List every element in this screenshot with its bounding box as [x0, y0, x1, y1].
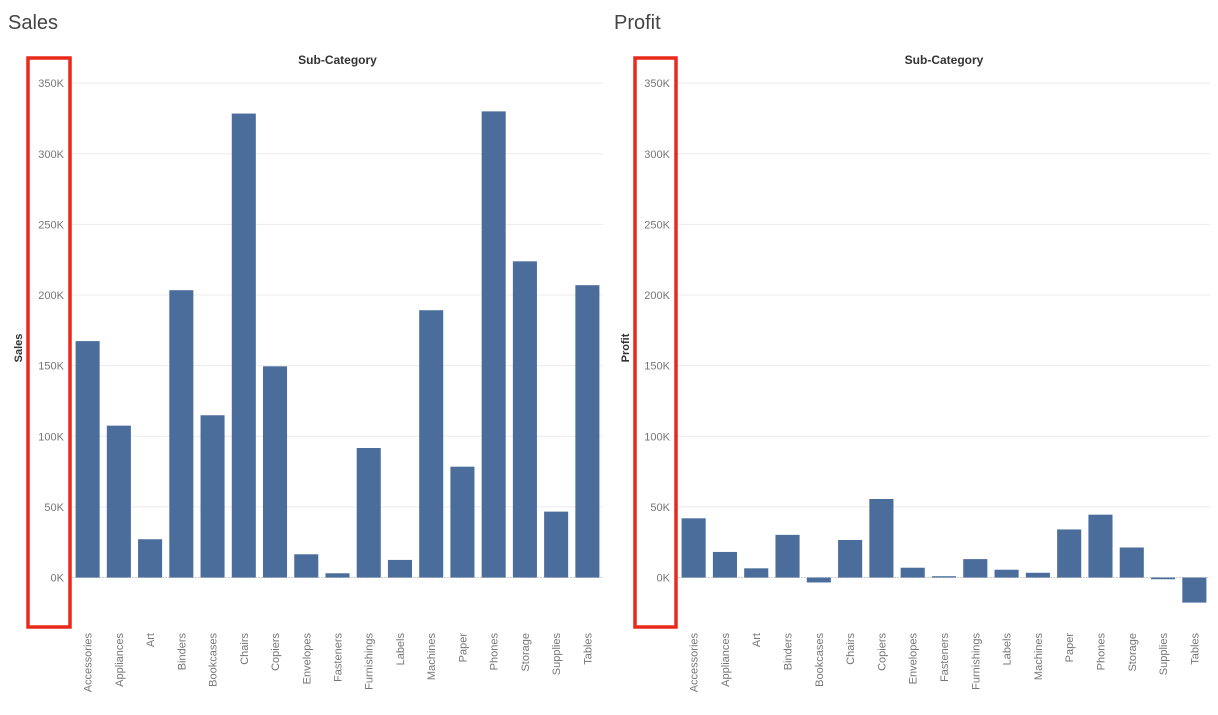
sales-x-tick-label: Fasteners — [333, 633, 345, 682]
profit-bar-supplies[interactable] — [1151, 577, 1176, 580]
profit-x-tick-label: Chairs — [845, 633, 857, 665]
profit-x-tick-label: Fasteners — [939, 633, 951, 682]
sales-x-tick-label: Phones — [489, 633, 501, 671]
sales-y-axis-highlight-box — [26, 56, 72, 629]
profit-y-tick-label: 0K — [657, 573, 671, 585]
sales-bar-supplies[interactable] — [544, 511, 569, 578]
profit-x-tick-label: Appliances — [720, 633, 732, 687]
sales-x-tick-label: Bookcases — [208, 633, 220, 687]
profit-bar-phones[interactable] — [1088, 514, 1113, 578]
profit-chart: Sub-Category Profit 0K 50K 100K 150K 200K 250K 3… — [620, 53, 1210, 693]
sales-bar-labels[interactable] — [387, 559, 412, 578]
sales-x-tick-label: Envelopes — [301, 633, 313, 685]
profit-y-tick-label: 350K — [644, 78, 670, 90]
sales-x-tick-label: Binders — [176, 633, 188, 671]
sales-x-tick-label: Copiers — [270, 633, 282, 671]
profit-bar-machines[interactable] — [1025, 572, 1050, 578]
profit-y-tick-label: 50K — [650, 502, 670, 514]
sales-x-tick-label: Chairs — [239, 633, 251, 665]
profit-x-tick-label: Supplies — [1158, 633, 1170, 676]
profit-y-tick-label: 100K — [644, 431, 670, 443]
sales-bar-storage[interactable] — [512, 261, 537, 578]
profit-y-tick-label: 150K — [644, 361, 670, 373]
sales-y-axis-title: Sales — [13, 334, 25, 363]
profit-bar-chairs[interactable] — [838, 539, 863, 578]
profit-x-tick-label: Paper — [1064, 633, 1076, 663]
profit-x-tick-label: Phones — [1095, 633, 1107, 671]
profit-bar-tables[interactable] — [1182, 577, 1207, 603]
sales-bar-bookcases[interactable] — [200, 415, 225, 578]
profit-y-axis-highlight-box — [633, 56, 678, 629]
profit-bar-appliances[interactable] — [712, 551, 737, 578]
sales-x-tick-label: Furnishings — [364, 633, 376, 690]
sales-x-tick-label: Supplies — [551, 633, 563, 676]
profit-y-tick-label: 250K — [644, 219, 670, 231]
profit-x-tick-label: Labels — [1002, 633, 1014, 666]
profit-x-tick-label: Envelopes — [908, 633, 920, 685]
sales-x-tick-label: Tables — [582, 633, 594, 665]
profit-x-tick-label: Tables — [1189, 633, 1201, 665]
profit-y-tick-label: 300K — [644, 149, 670, 161]
sales-x-tick-label: Machines — [426, 633, 438, 681]
profit-y-tick-label: 200K — [644, 290, 670, 302]
sales-x-tick-label: Storage — [520, 633, 532, 672]
sales-x-tick-label: Paper — [457, 633, 469, 663]
sales-y-tick-label: 350K — [38, 78, 64, 90]
profit-y-axis-title: Profit — [620, 333, 632, 362]
sales-y-tick-label: 100K — [38, 431, 64, 443]
profit-bar-furnishings[interactable] — [963, 559, 988, 578]
sales-y-tick-label: 300K — [38, 149, 64, 161]
sales-bar-tables[interactable] — [575, 285, 600, 578]
profit-sheet-title: Profit — [614, 12, 661, 34]
sales-x-tick-label: Labels — [395, 633, 407, 666]
sales-sheet-title: Sales — [8, 12, 59, 34]
profit-bar-bookcases[interactable] — [806, 577, 831, 583]
profit-bar-paper[interactable] — [1057, 529, 1082, 578]
profit-x-tick-label: Bookcases — [814, 633, 826, 687]
profit-x-tick-label: Storage — [1127, 633, 1139, 672]
sales-x-tick-label: Art — [145, 633, 157, 647]
profit-bar-copiers[interactable] — [869, 498, 894, 578]
profit-bar-envelopes[interactable] — [900, 567, 925, 578]
profit-bar-art[interactable] — [744, 568, 769, 578]
sales-bar-binders[interactable] — [169, 290, 194, 578]
profit-bar-labels[interactable] — [994, 569, 1019, 578]
sales-bar-furnishings[interactable] — [356, 448, 381, 578]
sales-x-tick-label: Accessories — [83, 633, 95, 693]
profit-x-tick-label: Copiers — [876, 633, 888, 671]
profit-x-tick-label: Machines — [1033, 633, 1045, 681]
sales-bar-paper[interactable] — [450, 466, 475, 578]
profit-bar-fasteners[interactable] — [931, 576, 957, 578]
profit-bar-storage[interactable] — [1119, 547, 1144, 578]
sales-x-tick-label: Appliances — [114, 633, 126, 687]
sales-column-header: Sub-Category — [298, 53, 377, 67]
sales-bar-art[interactable] — [138, 539, 163, 578]
sales-chart: Sub-Category Sales 0K 50K 100K 150K 200K 250K 30… — [13, 53, 603, 693]
profit-x-tick-label: Furnishings — [970, 633, 982, 690]
profit-x-tick-label: Art — [751, 633, 763, 647]
sales-bar-fasteners[interactable] — [325, 573, 350, 578]
profit-x-tick-label: Accessories — [689, 633, 701, 693]
sales-bar-appliances[interactable] — [106, 425, 131, 578]
profit-bar-accessories[interactable] — [681, 518, 706, 578]
sales-y-tick-label: 250K — [38, 219, 64, 231]
profit-column-header: Sub-Category — [905, 53, 984, 67]
sales-bar-envelopes[interactable] — [294, 554, 319, 578]
profit-bar-binders[interactable] — [775, 534, 800, 578]
sales-bar-chairs[interactable] — [231, 113, 256, 578]
profit-x-tick-label: Binders — [783, 633, 795, 671]
sales-y-tick-label: 200K — [38, 290, 64, 302]
sales-bar-copiers[interactable] — [263, 366, 288, 578]
sales-bar-phones[interactable] — [481, 111, 506, 578]
sales-bar-accessories[interactable] — [75, 341, 100, 578]
sales-bar-machines[interactable] — [419, 310, 444, 578]
sales-y-tick-label: 50K — [44, 502, 64, 514]
sales-y-tick-label: 150K — [38, 361, 64, 373]
sales-y-tick-label: 0K — [51, 573, 65, 585]
